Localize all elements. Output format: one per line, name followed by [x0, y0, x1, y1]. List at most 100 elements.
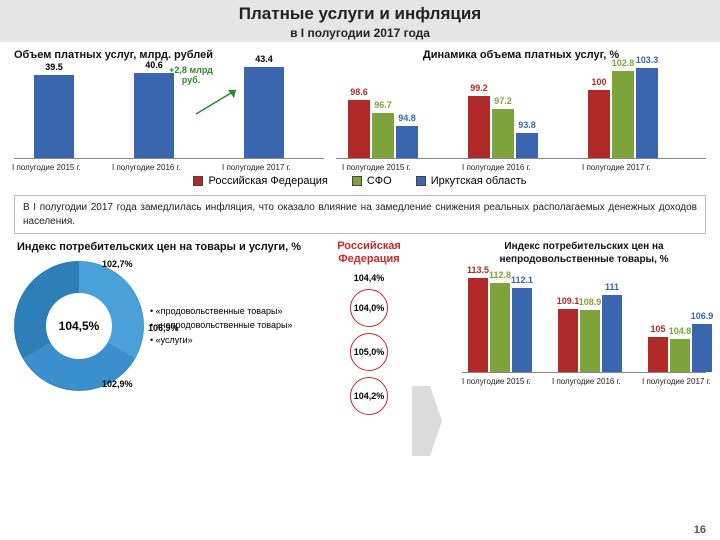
cpi-nonfood-title: Индекс потребительских цен на непродовол… — [462, 240, 706, 266]
donut-seg1-lbl: 102,7% — [102, 259, 133, 269]
grouped-bar-value: 108.9 — [579, 297, 602, 307]
donut-legend-1: • «продовольственные товары» — [150, 304, 292, 318]
donut-legend-3-text: «услуги» — [156, 335, 193, 345]
rf-circle-1: 104,0% — [350, 289, 388, 327]
swatch-irk — [416, 176, 426, 186]
cpi-nonfood-chart: 113.5112.8112.1I полугодие 2015 г.109.11… — [462, 268, 706, 373]
volume-bar-value: 43.4 — [255, 54, 273, 64]
grouped-bar-value: 103.3 — [636, 55, 659, 65]
grouped-bar-value: 112.8 — [489, 270, 511, 280]
bar-group: 100102.8103.3 — [588, 68, 658, 158]
grouped-bar-value: 99.2 — [470, 83, 488, 93]
grouped-bar: 98.6 — [348, 100, 370, 158]
legend-rf: Российская Федерация — [193, 175, 327, 187]
grouped-bar: 103.3 — [636, 68, 658, 158]
volume-bar-group: 43.4 — [244, 67, 284, 159]
rf-column: Российская Федерация 104,4% 104,0% 105,0… — [314, 240, 424, 414]
grouped-bar-value: 93.8 — [518, 120, 536, 130]
volume-chart: +2,8 млрд руб. 39.5I полугодие 2015 г.40… — [14, 64, 324, 159]
grouped-bar-value: 113.5 — [467, 265, 489, 275]
legend-irk: Иркутская область — [416, 175, 527, 187]
grouped-bar: 96.7 — [372, 113, 394, 158]
page-subtitle: в I полугодии 2017 года — [0, 26, 720, 40]
cpi-nonfood-panel: Индекс потребительских цен на непродовол… — [462, 240, 706, 414]
bar-group: 98.696.794.8 — [348, 100, 418, 158]
grouped-bar-value: 112.1 — [511, 275, 533, 285]
volume-title: Объем платных услуг, млрд. рублей — [14, 48, 324, 62]
donut-legend-3: • «услуги» — [150, 333, 292, 347]
volume-bar-group: 39.5 — [34, 75, 74, 158]
grouped-x-label: I полугодие 2015 г. — [462, 377, 531, 386]
grouped-bar-value: 94.8 — [398, 113, 416, 123]
volume-bar-value: 40.6 — [145, 60, 163, 70]
grouped-bar: 112.8 — [490, 283, 510, 373]
grouped-bar: 100 — [588, 90, 610, 158]
donut-seg3-lbl: 102,9% — [102, 379, 133, 389]
grouped-bar-value: 98.6 — [350, 87, 368, 97]
grouped-x-label: I полугодие 2017 г. — [582, 163, 651, 172]
legend-label-sfo: СФО — [367, 175, 392, 187]
rf-col-title: Российская Федерация — [314, 240, 424, 266]
cpi-all-panel: Индекс потребительских цен на товары и у… — [14, 240, 304, 414]
grouped-bar-value: 97.2 — [494, 96, 512, 106]
grouped-bar-value: 111 — [605, 282, 619, 292]
grouped-bar: 105 — [648, 337, 668, 372]
grouped-bar: 94.8 — [396, 126, 418, 159]
grouped-bar: 97.2 — [492, 109, 514, 158]
volume-bar: 39.5 — [34, 75, 74, 158]
legend-sfo: СФО — [352, 175, 392, 187]
grouped-bar-value: 109.1 — [557, 296, 580, 306]
rf-circle-2: 105,0% — [350, 333, 388, 371]
grouped-bar: 104.8 — [670, 339, 690, 373]
grouped-bar-value: 96.7 — [374, 100, 392, 110]
header-band: Платные услуги и инфляция в I полугодии … — [0, 0, 720, 42]
grouped-bar-value: 104.8 — [669, 326, 692, 336]
legend-label-rf: Российская Федерация — [208, 175, 327, 187]
grouped-bar: 102.8 — [612, 71, 634, 158]
grouped-bar: 108.9 — [580, 310, 600, 372]
donut-chart: 104,5% 102,7% 106,9% 102,9% — [14, 261, 144, 391]
grouped-bar: 93.8 — [516, 133, 538, 159]
volume-bar: 40.6 — [134, 73, 174, 159]
bar-group: 109.1108.9111 — [558, 295, 622, 372]
swatch-sfo — [352, 176, 362, 186]
grouped-bar: 112.1 — [512, 288, 532, 373]
dynamics-chart: 98.696.794.8I полугодие 2015 г.99.297.29… — [336, 64, 706, 159]
donut-legend-1-text: «продовольственные товары» — [156, 306, 283, 316]
big-arrow-icon — [412, 386, 442, 456]
volume-x-label: I полугодие 2015 г. — [12, 163, 81, 172]
donut-center: 104,5% — [46, 293, 112, 359]
bar-group: 99.297.293.8 — [468, 96, 538, 158]
page-title: Платные услуги и инфляция — [0, 4, 720, 24]
volume-panel: Объем платных услуг, млрд. рублей +2,8 м… — [14, 48, 324, 159]
grouped-x-label: I полугодие 2016 г. — [552, 377, 621, 386]
cpi-all-title: Индекс потребительских цен на товары и у… — [14, 240, 304, 254]
rf-circle-3: 104,2% — [350, 377, 388, 415]
volume-x-label: I полугодие 2017 г. — [222, 163, 291, 172]
grouped-bar: 111 — [602, 295, 622, 372]
bar-group: 113.5112.8112.1 — [468, 278, 532, 373]
grouped-bar: 109.1 — [558, 309, 578, 373]
grouped-bar: 113.5 — [468, 278, 488, 373]
volume-bar-value: 39.5 — [45, 62, 63, 72]
volume-bar-group: 40.6 — [134, 73, 174, 159]
grouped-bar: 99.2 — [468, 96, 490, 158]
grouped-bar: 106.9 — [692, 324, 712, 372]
donut-seg2-lbl: 106,9% — [148, 323, 179, 333]
bar-group: 105104.8106.9 — [648, 324, 712, 372]
dynamics-panel: Динамика объема платных услуг, % 98.696.… — [336, 48, 706, 159]
grouped-x-label: I полугодие 2015 г. — [342, 163, 411, 172]
arrow-icon — [194, 84, 244, 119]
grouped-x-label: I полугодие 2016 г. — [462, 163, 531, 172]
grouped-bar-value: 106.9 — [691, 311, 714, 321]
grouped-x-label: I полугодие 2017 г. — [642, 377, 711, 386]
grouped-bar-value: 100 — [591, 77, 606, 87]
page-number: 16 — [694, 524, 706, 536]
note-box: В I полугодии 2017 года замедлилась инфл… — [14, 195, 706, 234]
swatch-rf — [193, 176, 203, 186]
volume-x-label: I полугодие 2016 г. — [112, 163, 181, 172]
grouped-bar-value: 102.8 — [612, 58, 635, 68]
legend-label-irk: Иркутская область — [431, 175, 527, 187]
grouped-bar-value: 105 — [650, 324, 665, 334]
rf-top-pct: 104,4% — [354, 273, 385, 283]
